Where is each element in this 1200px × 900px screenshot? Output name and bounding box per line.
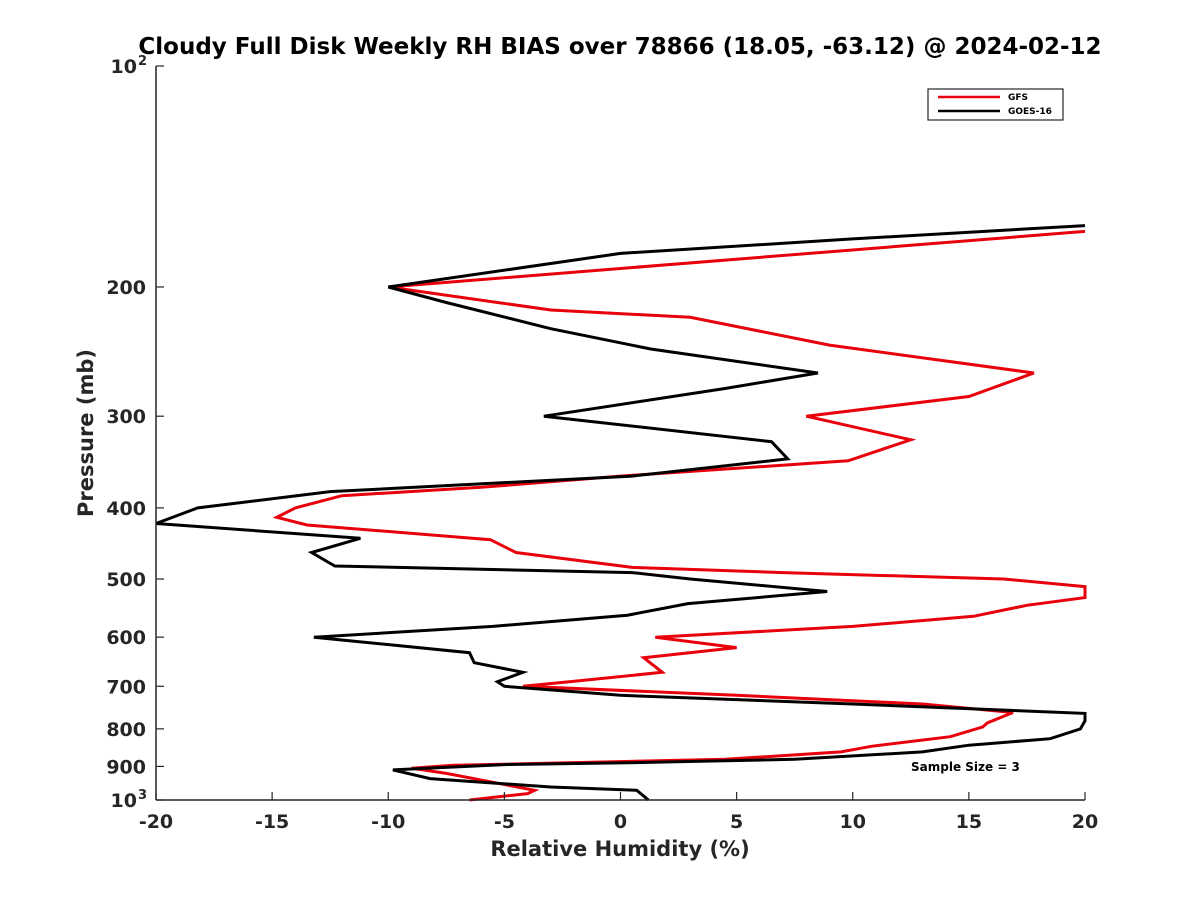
series-line-gfs bbox=[272, 229, 1087, 802]
x-tick-label: -15 bbox=[255, 811, 289, 833]
legend: GFS GOES-16 bbox=[927, 88, 1064, 121]
y-tick-label: 900 bbox=[106, 756, 146, 778]
x-tick-label: 5 bbox=[730, 811, 743, 833]
y-tick-label: 700 bbox=[106, 676, 146, 698]
y-tick-label: 500 bbox=[106, 569, 146, 591]
x-tick-label: 20 bbox=[1072, 811, 1098, 833]
plot-area bbox=[155, 224, 1087, 802]
y-tick-label: 10 bbox=[111, 56, 137, 78]
chart-title: Cloudy Full Disk Weekly RH BIAS over 788… bbox=[138, 34, 1101, 60]
sample-size-annotation: Sample Size = 3 bbox=[911, 760, 1020, 774]
series-line-goes16 bbox=[155, 224, 1087, 802]
y-tick-label: 300 bbox=[106, 406, 146, 428]
y-tick-label: 600 bbox=[106, 627, 146, 649]
y-tick-label: 800 bbox=[106, 719, 146, 741]
x-axis-label: Relative Humidity (%) bbox=[490, 837, 749, 861]
x-tick-label: -5 bbox=[494, 811, 515, 833]
x-tick-labels: -20 -15 -10 -5 0 5 10 15 20 bbox=[139, 792, 1098, 833]
x-tick-label: 0 bbox=[614, 811, 627, 833]
y-tick-label: 200 bbox=[106, 277, 146, 299]
legend-box bbox=[927, 88, 1064, 121]
x-tick-label: 15 bbox=[956, 811, 982, 833]
y-axis-label: Pressure (mb) bbox=[74, 349, 98, 517]
x-tick-label: 10 bbox=[840, 811, 866, 833]
legend-label-goes16: GOES-16 bbox=[1008, 107, 1052, 117]
x-tick-label: -20 bbox=[139, 811, 173, 833]
y-tick-exponent: 3 bbox=[138, 788, 147, 803]
y-tick-label: 10 bbox=[111, 790, 137, 812]
y-tick-exponent: 2 bbox=[138, 54, 147, 69]
y-tick-label: 400 bbox=[106, 498, 146, 520]
x-tick-label: -10 bbox=[371, 811, 405, 833]
legend-label-gfs: GFS bbox=[1008, 93, 1028, 103]
